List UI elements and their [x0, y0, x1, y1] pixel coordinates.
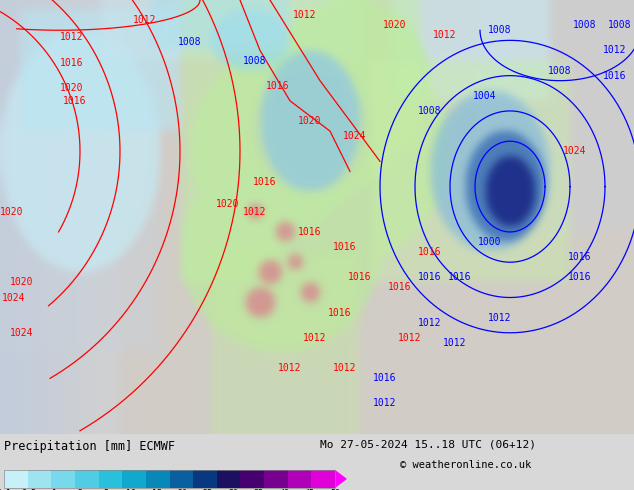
- Text: 30: 30: [228, 489, 238, 490]
- Text: 1012: 1012: [303, 333, 327, 343]
- Bar: [217, 470, 240, 488]
- Text: 1012: 1012: [373, 398, 397, 408]
- Bar: [264, 470, 288, 488]
- Text: 1012: 1012: [418, 318, 442, 328]
- Text: 1016: 1016: [568, 272, 592, 282]
- Bar: [240, 470, 264, 488]
- Text: 0.5: 0.5: [22, 489, 37, 490]
- Text: 10: 10: [126, 489, 136, 490]
- Text: 1016: 1016: [418, 247, 442, 257]
- Text: 0.1: 0.1: [0, 489, 11, 490]
- Bar: [98, 470, 122, 488]
- Text: 15: 15: [152, 489, 162, 490]
- Polygon shape: [335, 470, 347, 488]
- Text: 1016: 1016: [348, 272, 372, 282]
- Text: 1012: 1012: [488, 313, 512, 323]
- Text: 1020: 1020: [0, 207, 23, 217]
- Text: 1024: 1024: [343, 131, 366, 141]
- Bar: [193, 470, 217, 488]
- Text: Precipitation [mm] ECMWF: Precipitation [mm] ECMWF: [4, 440, 175, 453]
- Text: 1012: 1012: [294, 10, 317, 20]
- Bar: [28, 470, 51, 488]
- Text: 1012: 1012: [133, 15, 157, 25]
- Text: 50: 50: [330, 489, 340, 490]
- Bar: [311, 470, 335, 488]
- Text: 1020: 1020: [10, 277, 34, 287]
- Text: 1016: 1016: [568, 252, 592, 262]
- Bar: [169, 470, 193, 488]
- Text: 1000: 1000: [478, 237, 501, 247]
- Text: 25: 25: [203, 489, 212, 490]
- Text: 1016: 1016: [603, 71, 627, 81]
- Text: Mo 27-05-2024 15..18 UTC (06+12): Mo 27-05-2024 15..18 UTC (06+12): [320, 440, 536, 450]
- Text: 1016: 1016: [373, 373, 397, 383]
- Text: 40: 40: [279, 489, 289, 490]
- Text: 1016: 1016: [298, 227, 321, 237]
- Text: 1012: 1012: [60, 32, 84, 42]
- Text: 1016: 1016: [266, 81, 290, 91]
- Bar: [51, 470, 75, 488]
- Text: 45: 45: [304, 489, 314, 490]
- Text: 1020: 1020: [298, 116, 321, 126]
- Bar: [122, 470, 146, 488]
- Text: 1008: 1008: [243, 55, 267, 66]
- Text: 1008: 1008: [573, 20, 597, 30]
- Text: 35: 35: [254, 489, 264, 490]
- Text: 1012: 1012: [278, 363, 302, 373]
- Bar: [4, 470, 28, 488]
- Text: 1016: 1016: [63, 96, 87, 106]
- Text: 1008: 1008: [608, 20, 631, 30]
- Bar: [4, 470, 335, 488]
- Bar: [288, 470, 311, 488]
- Text: 1016: 1016: [253, 176, 277, 187]
- Text: 1020: 1020: [60, 83, 84, 93]
- Text: 1016: 1016: [328, 308, 352, 318]
- Text: 1024: 1024: [2, 293, 25, 302]
- Text: 1012: 1012: [603, 46, 627, 55]
- Text: 1016: 1016: [333, 242, 357, 252]
- Text: 1024: 1024: [10, 328, 34, 338]
- Text: 1012: 1012: [333, 363, 357, 373]
- Text: 2: 2: [78, 489, 83, 490]
- Text: 1008: 1008: [178, 37, 202, 48]
- Text: 1020: 1020: [216, 199, 240, 209]
- Text: 1012: 1012: [398, 333, 422, 343]
- Text: 1024: 1024: [563, 147, 586, 156]
- Text: 1016: 1016: [418, 272, 442, 282]
- Bar: [146, 470, 169, 488]
- Text: 1: 1: [53, 489, 58, 490]
- Text: 1016: 1016: [448, 272, 472, 282]
- Text: 1012: 1012: [433, 30, 456, 40]
- Text: 1008: 1008: [418, 106, 442, 116]
- Text: 1016: 1016: [388, 282, 411, 293]
- Text: 5: 5: [103, 489, 108, 490]
- Text: © weatheronline.co.uk: © weatheronline.co.uk: [400, 460, 531, 470]
- Text: 1008: 1008: [548, 66, 572, 75]
- Text: 1020: 1020: [383, 20, 407, 30]
- Text: 20: 20: [178, 489, 187, 490]
- Bar: [75, 470, 98, 488]
- Text: 1008: 1008: [488, 25, 512, 35]
- Text: 1004: 1004: [473, 91, 497, 101]
- Text: 1016: 1016: [60, 57, 84, 68]
- Text: 1012: 1012: [443, 338, 467, 348]
- Text: 1012: 1012: [243, 207, 267, 217]
